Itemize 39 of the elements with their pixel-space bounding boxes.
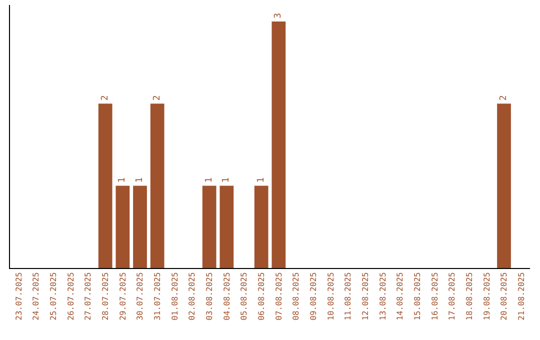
x-tick-label: 06.08.2025 [256,272,266,320]
data-label: 2 [100,95,110,101]
x-tick-label: 24.07.2025 [32,272,41,320]
x-tick-label: 26.07.2025 [66,272,76,320]
data-label: 2 [152,95,162,101]
x-tick-label: 30.07.2025 [136,272,145,320]
data-label: 3 [274,13,284,18]
data-label: 2 [499,95,509,101]
x-tick-label: 15.08.2025 [412,272,422,320]
x-tick-label: 28.07.2025 [100,272,110,320]
x-tick-label: 05.08.2025 [240,272,249,320]
x-tick-label: 02.08.2025 [188,272,197,320]
x-tick-label: 14.08.2025 [396,272,405,320]
x-tick-label: 09.08.2025 [308,272,318,320]
x-tick-label: 07.08.2025 [274,272,284,320]
data-label: 1 [118,177,128,183]
x-tick-label: 16.08.2025 [430,272,440,320]
x-tick-label: 12.08.2025 [360,272,370,320]
x-tick-label: 20.08.2025 [500,272,509,320]
x-tick-label: 31.07.2025 [152,272,162,320]
x-tick-label: 08.08.2025 [292,272,301,320]
x-tick-label: 17.08.2025 [448,272,457,320]
x-tick-label: 23.07.2025 [14,272,24,320]
x-tick-label: 11.08.2025 [344,272,353,320]
x-tick-label: 25.07.2025 [48,272,58,320]
x-tick-label: 21.08.2025 [516,272,526,320]
x-tick-label: 27.07.2025 [84,272,93,320]
x-tick-label: 29.07.2025 [118,272,128,320]
data-label: 1 [222,177,232,183]
data-label: 1 [256,177,266,183]
x-tick-label: 04.08.2025 [222,272,232,320]
x-tick-label: 13.08.2025 [378,272,388,320]
x-tick-label: 19.08.2025 [482,272,492,320]
x-tick-label: 10.08.2025 [326,272,336,320]
data-label: 1 [204,177,214,183]
x-tick-label: 18.08.2025 [464,272,474,320]
x-tick-label: 01.08.2025 [170,272,180,320]
data-label: 1 [135,177,145,183]
x-tick-label: 03.08.2025 [204,272,214,320]
